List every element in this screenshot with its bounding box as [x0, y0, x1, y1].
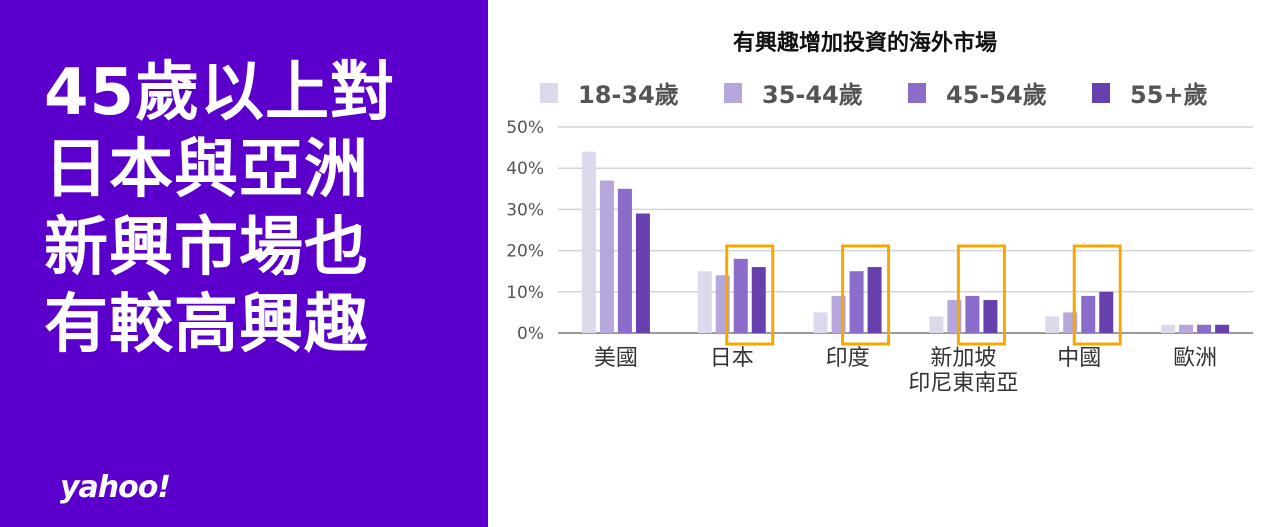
bar	[1179, 324, 1194, 333]
bar	[1161, 324, 1176, 333]
bar-chart: 有興趣增加投資的海外市場 18-34歲 35-44歲 45-54歲 55+歲 0% 10…	[506, 30, 1253, 396]
bar	[1045, 316, 1060, 333]
bar	[813, 312, 828, 333]
headline-line-1: 45歲以上對	[44, 56, 396, 130]
chart-highlight-boxes	[725, 244, 1122, 346]
headline: 45歲以上對 日本與亞洲 新興市場也 有較高興趣	[44, 55, 395, 365]
bar	[1215, 324, 1230, 333]
x-category-label: 美國	[594, 346, 638, 371]
bar	[965, 295, 980, 333]
bar	[751, 267, 766, 333]
legend-label: 55+歲	[1130, 81, 1208, 109]
y-tick-label: 10%	[506, 283, 544, 303]
x-category-label: 印尼東南亞	[908, 371, 1018, 396]
legend-swatch	[724, 83, 742, 103]
bar	[1081, 295, 1096, 333]
left-panel: 45歲以上對 日本與亞洲 新興市場也 有較高興趣 yahoo!	[0, 0, 488, 527]
bar	[617, 188, 632, 333]
x-category-label: 中國	[1057, 346, 1101, 371]
legend-swatch	[908, 83, 926, 103]
highlight-box	[1072, 244, 1122, 346]
headline-line-3: 新興市場也	[44, 210, 369, 285]
legend-label: 35-44歲	[762, 81, 863, 109]
y-tick-label: 30%	[506, 200, 544, 220]
chart-panel: 有興趣增加投資的海外市場 18-34歲 35-44歲 45-54歲 55+歲 0% 10…	[488, 0, 1280, 527]
legend-label: 18-34歲	[578, 81, 679, 109]
bar	[929, 316, 944, 333]
x-category-label: 新加坡	[930, 346, 996, 371]
x-category-label: 印度	[826, 346, 870, 371]
chart-gridlines: 0% 10% 20% 30% 40% 50%	[506, 118, 1253, 344]
highlight-box	[725, 244, 775, 346]
bar	[635, 213, 650, 333]
legend-swatch	[540, 83, 558, 103]
x-category-label: 歐洲	[1173, 346, 1217, 371]
legend-label: 45-54歲	[946, 81, 1047, 109]
headline-line-2: 日本與亞洲	[44, 133, 369, 208]
bar	[867, 267, 882, 333]
bar	[599, 180, 614, 333]
bar	[1197, 324, 1212, 333]
y-tick-label: 20%	[506, 242, 544, 262]
yahoo-logo: yahoo!	[60, 470, 171, 505]
chart-bars	[581, 151, 1230, 333]
x-category-label: 日本	[710, 346, 754, 371]
highlight-box	[956, 244, 1006, 346]
chart-title: 有興趣增加投資的海外市場	[733, 30, 997, 56]
bar	[849, 271, 864, 333]
headline-line-4: 有較高興趣	[44, 288, 369, 363]
legend-swatch	[1092, 83, 1110, 103]
y-tick-label: 40%	[506, 159, 544, 179]
bar	[697, 271, 712, 333]
y-tick-label: 50%	[506, 118, 544, 138]
bar	[733, 258, 748, 333]
bar	[581, 151, 596, 333]
chart-legend: 18-34歲 35-44歲 45-54歲 55+歲	[540, 81, 1208, 109]
y-tick-label: 0%	[517, 324, 544, 344]
bar	[983, 300, 998, 333]
bar	[1099, 291, 1114, 333]
highlight-box	[841, 244, 891, 346]
